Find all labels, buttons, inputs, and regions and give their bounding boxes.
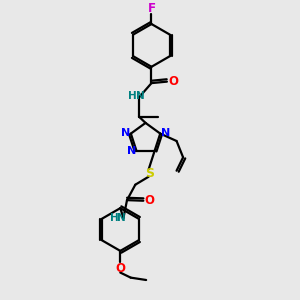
Text: O: O — [145, 194, 155, 207]
Text: H: H — [128, 91, 137, 101]
Text: F: F — [148, 2, 155, 15]
Text: N: N — [121, 128, 130, 138]
Text: N: N — [136, 91, 145, 101]
Text: O: O — [115, 262, 125, 275]
Text: N: N — [117, 213, 125, 223]
Text: S: S — [145, 167, 154, 180]
Text: N: N — [127, 146, 136, 156]
Text: N: N — [161, 128, 170, 138]
Text: H: H — [110, 213, 118, 223]
Text: O: O — [169, 75, 178, 88]
